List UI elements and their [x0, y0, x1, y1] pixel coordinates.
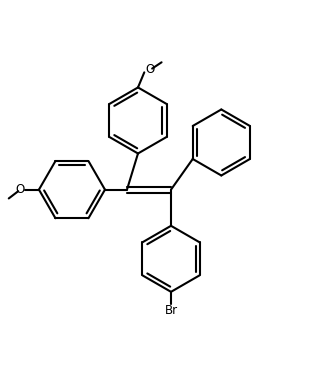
Text: Br: Br: [164, 304, 178, 317]
Text: O: O: [15, 183, 25, 196]
Text: O: O: [145, 63, 155, 76]
